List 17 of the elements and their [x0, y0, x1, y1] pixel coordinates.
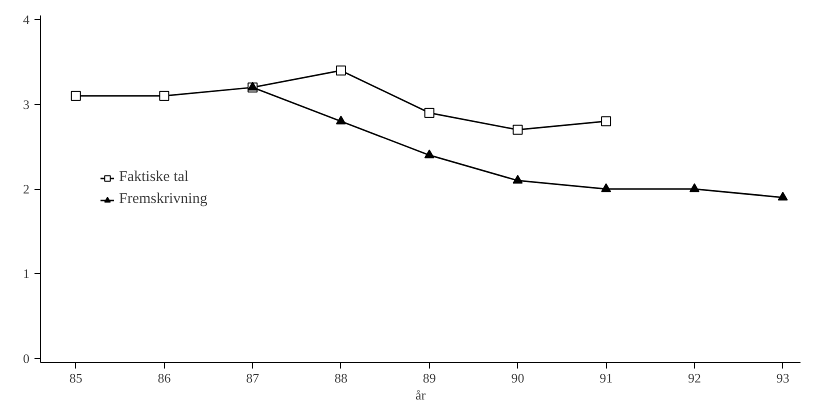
- legend-label: Fremskrivning: [119, 191, 208, 208]
- x-tick-label: 86: [158, 370, 172, 386]
- x-tick-label: 88: [334, 370, 348, 386]
- x-axis-title: år: [415, 388, 426, 402]
- x-tick-label: 89: [422, 370, 436, 386]
- x-tick-label: 90: [511, 370, 524, 386]
- legend-label: Faktiske tal: [119, 169, 189, 186]
- y-tick-label: 2: [23, 182, 30, 196]
- y-tick-label: 3: [23, 96, 30, 112]
- y-tick-label: 0: [23, 350, 30, 366]
- x-tick-label: 87: [246, 370, 260, 386]
- x-tick-label: 92: [688, 370, 701, 386]
- y-tick-label: 4: [23, 12, 30, 28]
- x-tick-label: 85: [69, 370, 82, 386]
- y-tick-label: 1: [23, 266, 30, 282]
- x-tick-label: 91: [600, 370, 613, 386]
- x-tick-label: 93: [776, 370, 790, 386]
